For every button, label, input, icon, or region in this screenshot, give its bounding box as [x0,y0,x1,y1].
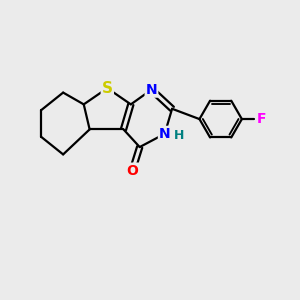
Text: F: F [257,112,266,126]
Text: S: S [102,81,113,96]
Text: N: N [146,82,157,97]
Text: H: H [174,129,184,142]
Text: O: O [126,164,138,178]
Text: N: N [159,127,170,141]
